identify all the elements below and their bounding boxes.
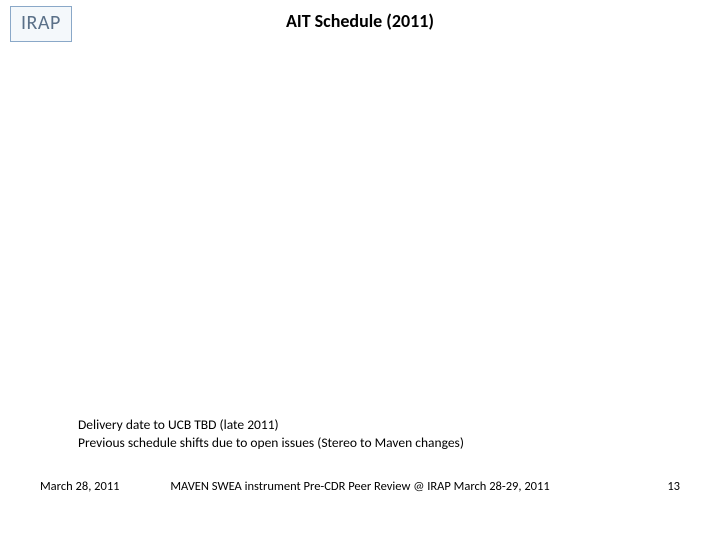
body-text-block: Delivery date to UCB TBD (late 2011) Pre… <box>78 416 464 452</box>
body-line-2: Previous schedule shifts due to open iss… <box>78 434 464 452</box>
footer-page-number: 13 <box>667 479 680 494</box>
body-line-1: Delivery date to UCB TBD (late 2011) <box>78 416 464 434</box>
slide-title: AIT Schedule (2011) <box>0 10 720 32</box>
footer-center: MAVEN SWEA instrument Pre-CDR Peer Revie… <box>0 479 720 494</box>
